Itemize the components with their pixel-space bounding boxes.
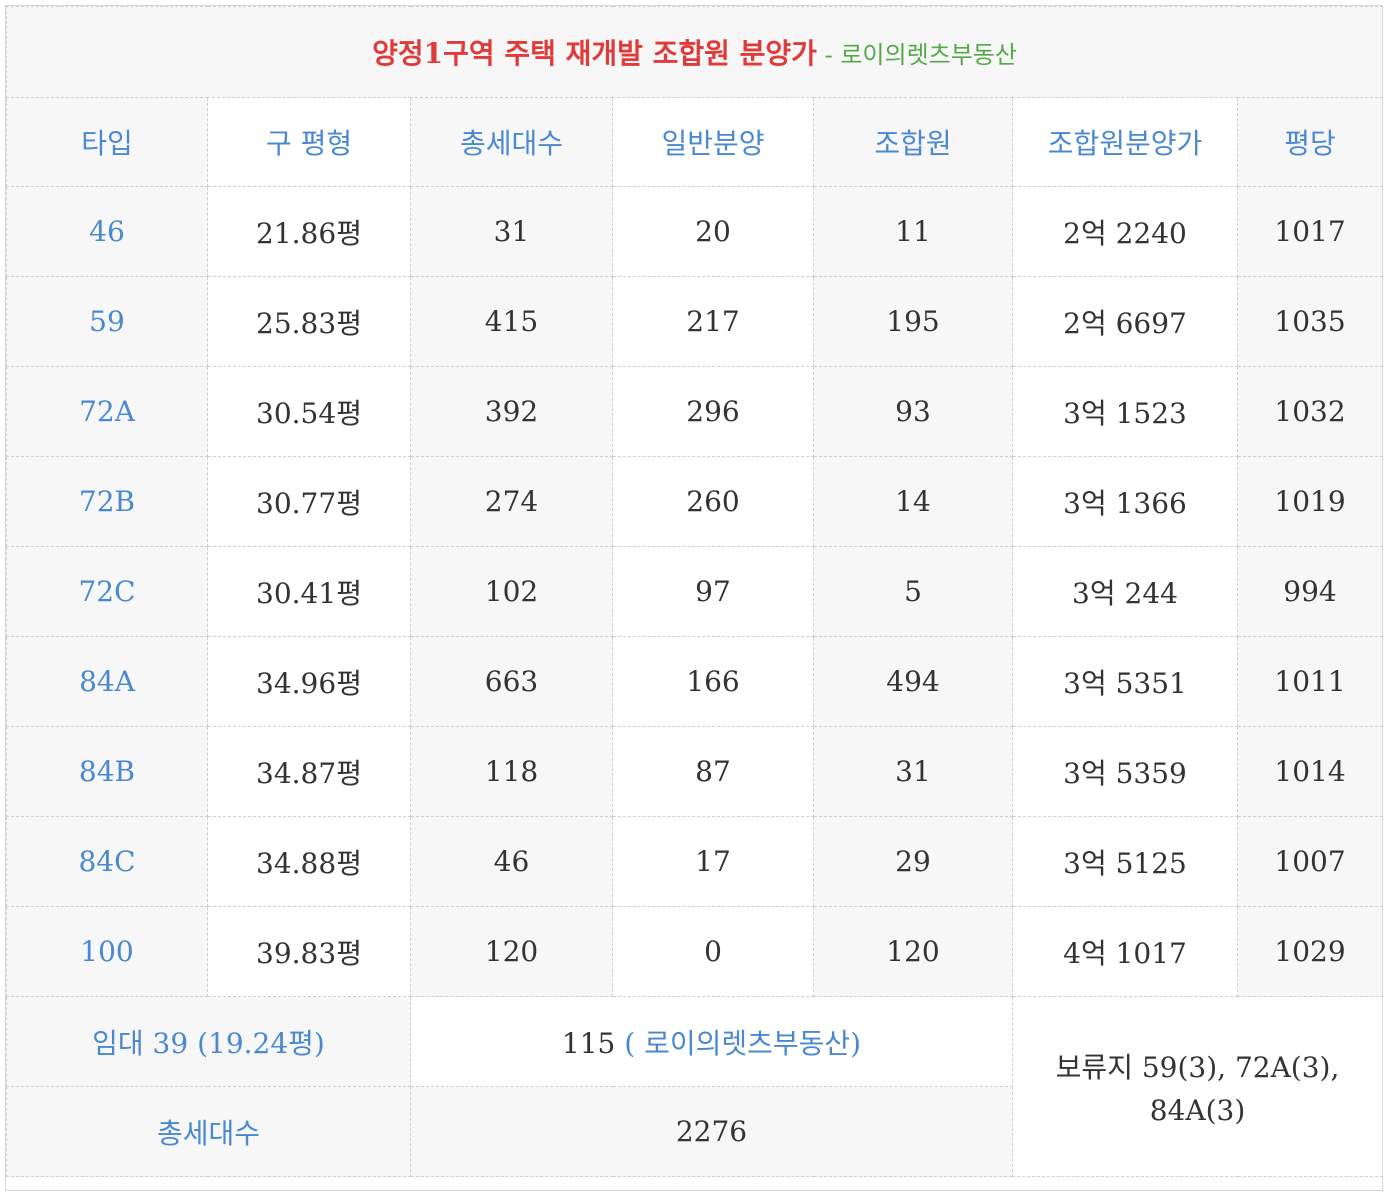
cell-type: 84B <box>6 726 208 817</box>
reserve-line-1: 보류지 59(3), 72A(3), <box>1055 1051 1340 1084</box>
cell-member: 31 <box>813 726 1013 817</box>
cell-total: 46 <box>410 816 613 907</box>
table-row: 84B 34.87평 118 87 31 3억 5359 1014 <box>6 726 1384 817</box>
cell-total: 663 <box>410 636 613 727</box>
total-label: 총세대수 <box>6 1086 411 1177</box>
cell-old-size: 21.86평 <box>207 186 411 277</box>
footer-row-total: 총세대수 2276 <box>6 1086 1383 1177</box>
cell-old-size: 34.96평 <box>207 636 411 727</box>
header-per-pyeong: 평당 <box>1236 97 1384 187</box>
cell-total: 392 <box>410 366 613 457</box>
cell-general: 217 <box>612 276 814 367</box>
title-row: 양정1구역 주택 재개발 조합원 분양가 - 로이의렛츠부동산 <box>5 6 1384 98</box>
header-type: 타입 <box>6 97 208 187</box>
header-total: 총세대수 <box>410 97 613 187</box>
cell-member-price: 4억 1017 <box>1012 906 1238 997</box>
reserve-line-2: 84A(3) <box>1149 1094 1246 1127</box>
cell-per-pyeong: 1035 <box>1236 276 1384 367</box>
cell-per-pyeong: 1017 <box>1236 186 1384 277</box>
cell-per-pyeong: 1029 <box>1236 906 1384 997</box>
cell-type: 84A <box>6 636 208 727</box>
price-table-container: 양정1구역 주택 재개발 조합원 분양가 - 로이의렛츠부동산 타입 구 평형 … <box>5 6 1384 1177</box>
cell-type: 84C <box>6 816 208 907</box>
title-source: 로이의렛츠부동산 <box>840 41 1017 69</box>
cell-per-pyeong: 1019 <box>1236 456 1384 547</box>
cell-general: 166 <box>612 636 814 727</box>
cell-old-size: 30.54평 <box>207 366 411 457</box>
cell-general: 296 <box>612 366 814 457</box>
cell-old-size: 34.88평 <box>207 816 411 907</box>
cell-member: 11 <box>813 186 1013 277</box>
cell-member-price: 3억 1523 <box>1012 366 1238 457</box>
table-row: 59 25.83평 415 217 195 2억 6697 1035 <box>6 276 1384 367</box>
header-member: 조합원 <box>813 97 1013 187</box>
total-value: 2276 <box>410 1086 1013 1177</box>
cell-general: 17 <box>612 816 814 907</box>
cell-type: 72C <box>6 546 208 637</box>
table-row: 84A 34.96평 663 166 494 3억 5351 1011 <box>6 636 1384 727</box>
cell-total: 102 <box>410 546 613 637</box>
cell-total: 31 <box>410 186 613 277</box>
cell-member: 14 <box>813 456 1013 547</box>
title-source-sep: - 로이의렛츠부동산 <box>817 41 1017 69</box>
price-table: 양정1구역 주택 재개발 조합원 분양가 - 로이의렛츠부동산 타입 구 평형 … <box>5 6 1384 1177</box>
cell-old-size: 25.83평 <box>207 276 411 367</box>
cell-general: 260 <box>612 456 814 547</box>
cell-total: 415 <box>410 276 613 367</box>
cell-member: 494 <box>813 636 1013 727</box>
cell-total: 120 <box>410 906 613 997</box>
cell-type: 72B <box>6 456 208 547</box>
cell-general: 87 <box>612 726 814 817</box>
reserve-cell: 보류지 59(3), 72A(3), 84A(3) <box>1011 996 1384 1177</box>
rental-source-link[interactable]: ( 로이의렛츠부동산) <box>624 1026 862 1060</box>
footer-row-rental: 임대 39 (19.24평) 115 ( 로이의렛츠부동산) 보류지 59(3)… <box>6 996 1384 1177</box>
cell-per-pyeong: 994 <box>1236 546 1384 637</box>
cell-type: 72A <box>6 366 208 457</box>
cell-member-price: 2억 2240 <box>1012 186 1238 277</box>
cell-member-price: 3억 5351 <box>1012 636 1238 727</box>
cell-member-price: 2억 6697 <box>1012 276 1238 367</box>
table-title: 양정1구역 주택 재개발 조합원 분양가 - 로이의렛츠부동산 <box>5 6 1384 98</box>
table-row: 100 39.83평 120 0 120 4억 1017 1029 <box>6 906 1384 997</box>
cell-general: 0 <box>612 906 814 997</box>
cell-per-pyeong: 1014 <box>1236 726 1384 817</box>
cell-old-size: 30.77평 <box>207 456 411 547</box>
cell-member: 195 <box>813 276 1013 367</box>
header-old-size: 구 평형 <box>207 97 411 187</box>
cell-member-price: 3억 5359 <box>1012 726 1238 817</box>
table-row: 46 21.86평 31 20 11 2억 2240 1017 <box>6 186 1384 277</box>
cell-member: 93 <box>813 366 1013 457</box>
cell-member: 5 <box>813 546 1013 637</box>
table-row: 72A 30.54평 392 296 93 3억 1523 1032 <box>6 366 1384 457</box>
cell-per-pyeong: 1032 <box>1236 366 1384 457</box>
header-general: 일반분양 <box>612 97 814 187</box>
cell-old-size: 39.83평 <box>207 906 411 997</box>
cell-type: 59 <box>6 276 208 367</box>
rental-value: 115 <box>561 1026 616 1060</box>
table-row: 84C 34.88평 46 17 29 3억 5125 1007 <box>6 816 1384 907</box>
table-row: 72B 30.77평 274 260 14 3억 1366 1019 <box>6 456 1384 547</box>
cell-member-price: 3억 244 <box>1012 546 1238 637</box>
cell-member: 120 <box>813 906 1013 997</box>
cell-total: 274 <box>410 456 613 547</box>
cell-old-size: 34.87평 <box>207 726 411 817</box>
cell-member-price: 3억 1366 <box>1012 456 1238 547</box>
title-separator: - <box>816 41 841 69</box>
table-row: 72C 30.41평 102 97 5 3억 244 994 <box>6 546 1384 637</box>
cell-member: 29 <box>813 816 1013 907</box>
rental-cell: 115 ( 로이의렛츠부동산) <box>410 996 1013 1087</box>
cell-type: 46 <box>6 186 208 277</box>
cell-general: 20 <box>612 186 814 277</box>
header-row: 타입 구 평형 총세대수 일반분양 조합원 조합원분양가 평당 <box>6 97 1384 187</box>
cell-member-price: 3억 5125 <box>1012 816 1238 907</box>
cell-total: 118 <box>410 726 613 817</box>
cell-old-size: 30.41평 <box>207 546 411 637</box>
cell-general: 97 <box>612 546 814 637</box>
rental-label: 임대 39 (19.24평) <box>6 996 411 1087</box>
title-main: 양정1구역 주택 재개발 조합원 분양가 <box>372 37 817 70</box>
header-member-price: 조합원분양가 <box>1012 97 1238 187</box>
cell-type: 100 <box>6 906 208 997</box>
cell-per-pyeong: 1007 <box>1236 816 1384 907</box>
cell-per-pyeong: 1011 <box>1236 636 1384 727</box>
